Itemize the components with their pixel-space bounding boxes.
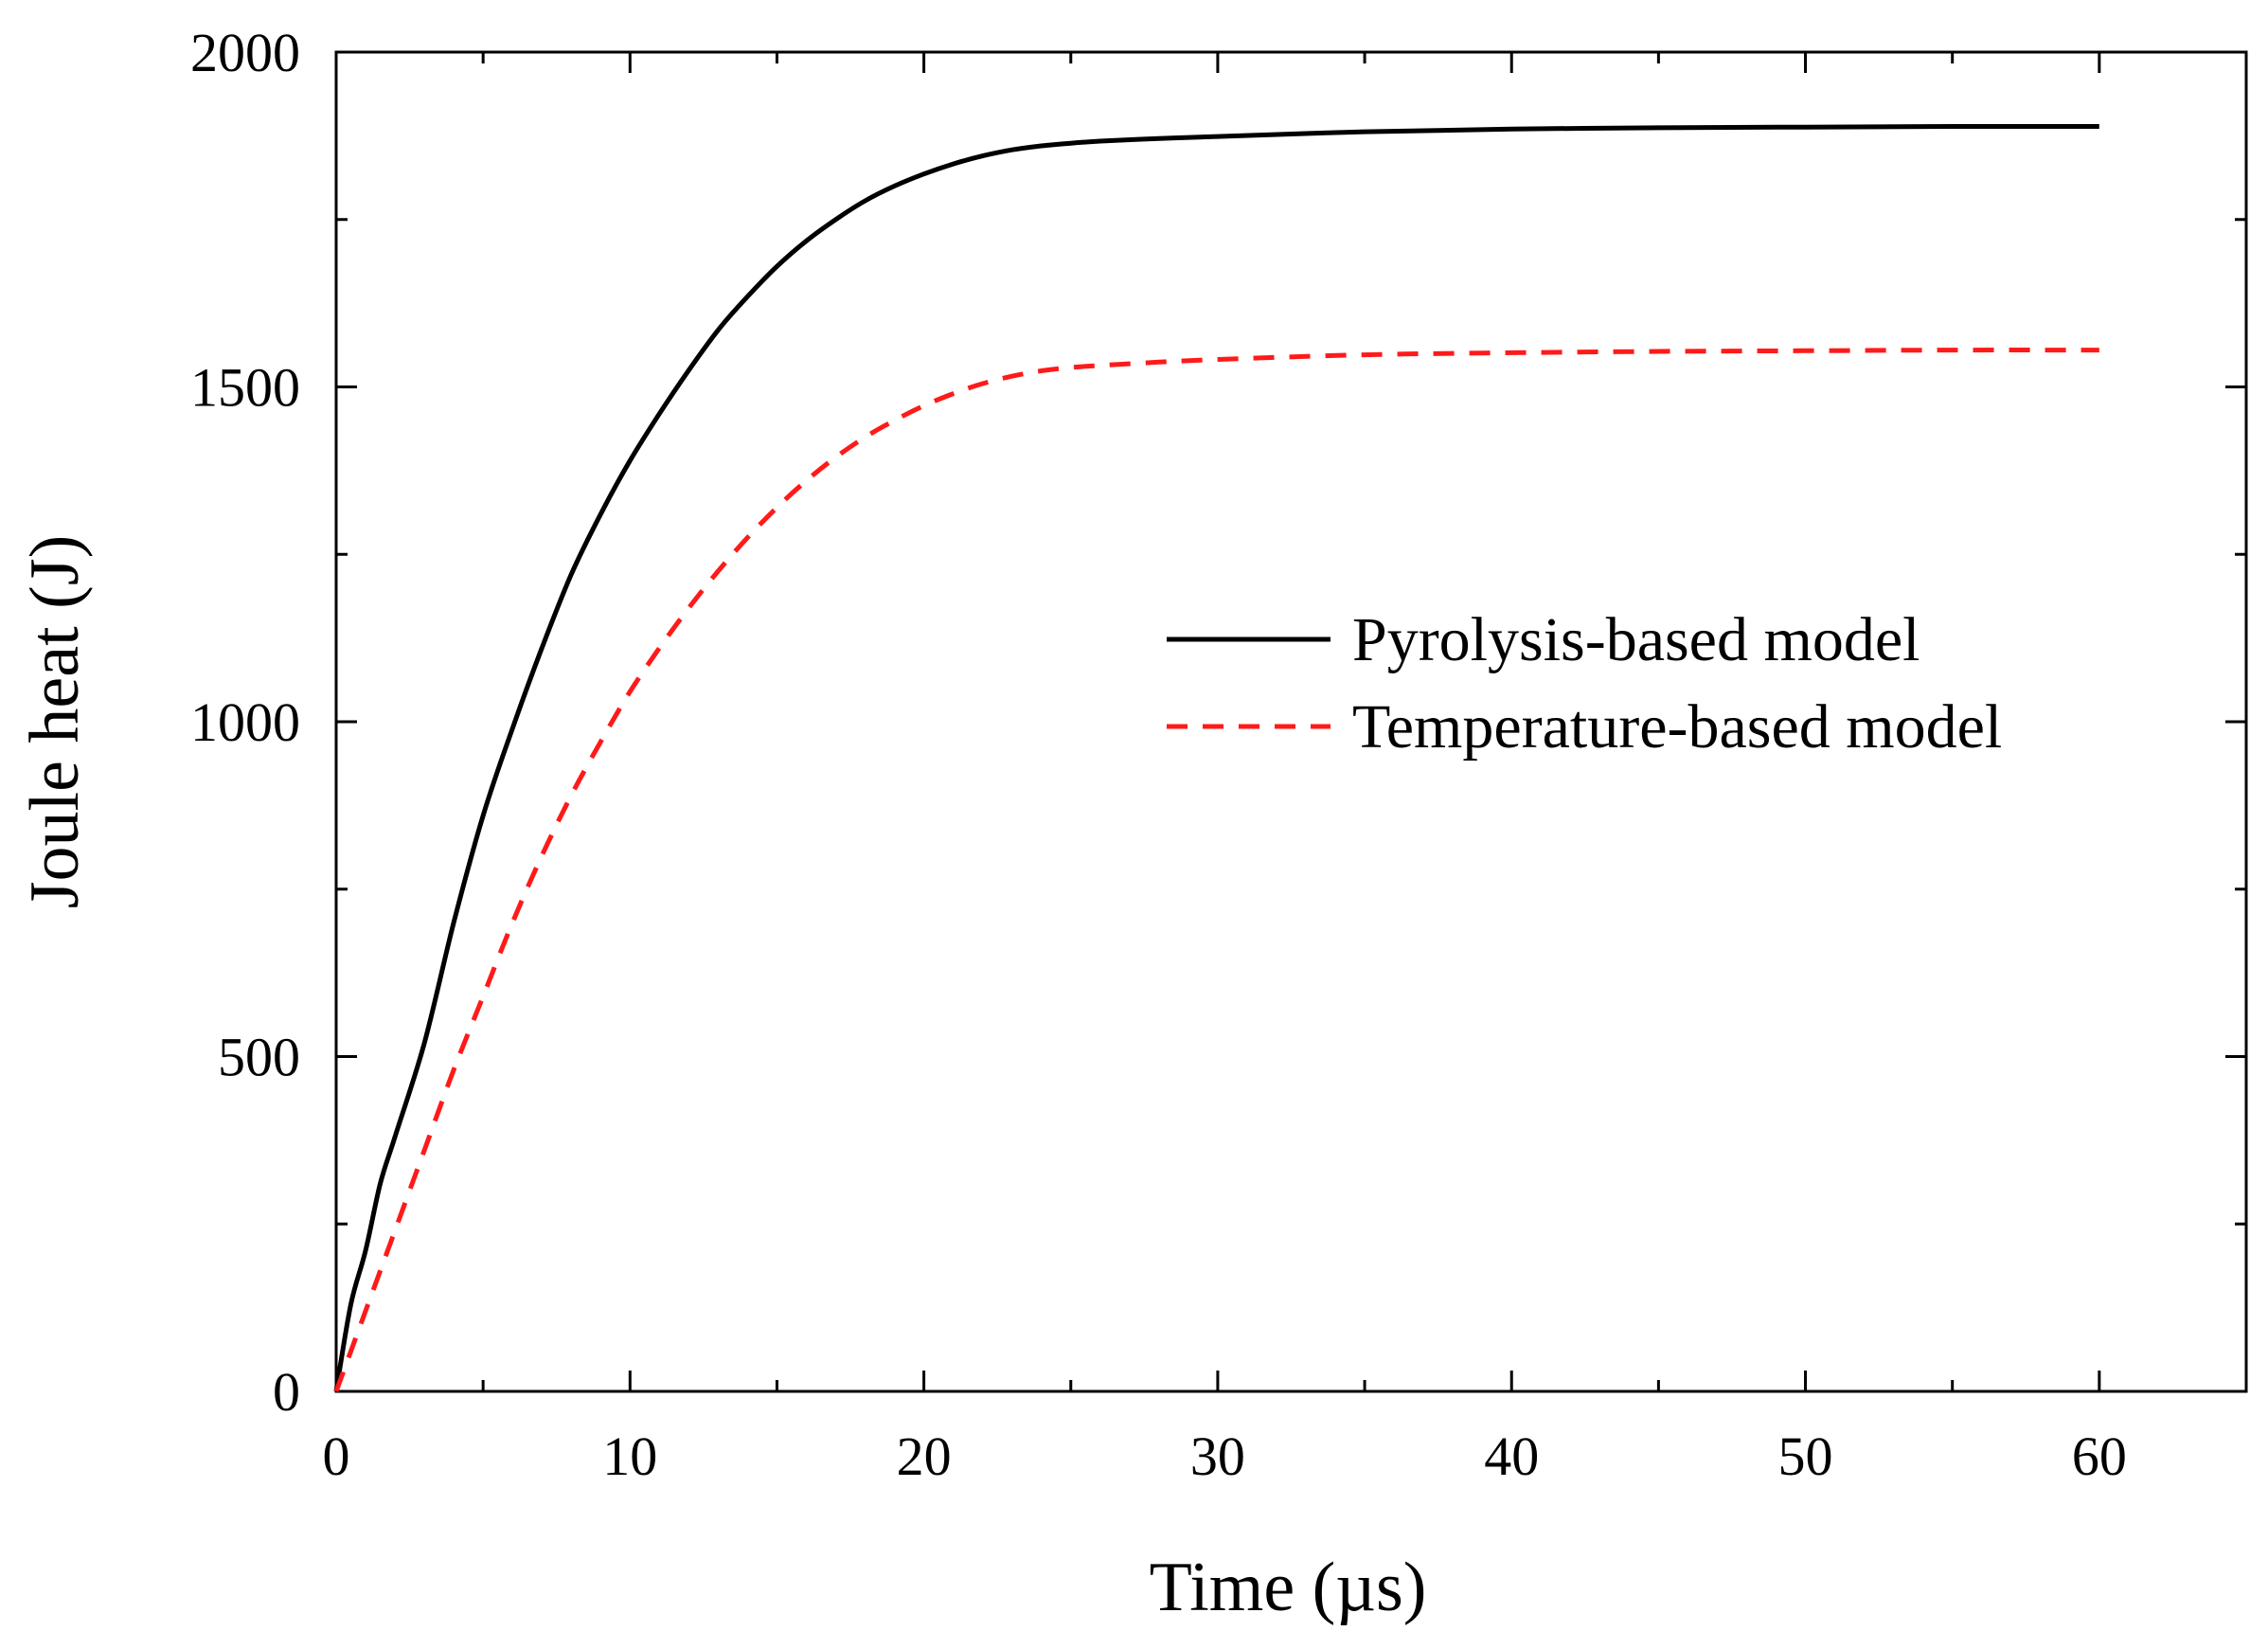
y-tick-label-500: 500 [218,1027,300,1088]
y-axis: 0 500 1000 1500 2000 [190,22,2246,1423]
x-tick-label-20: 20 [897,1425,952,1487]
x-tick-label-0: 0 [323,1425,350,1487]
y-tick-label-1000: 1000 [190,691,300,753]
series-layer [333,123,2099,1392]
x-tick-label-10: 10 [602,1425,657,1487]
series-line-pyrolysis [333,123,2099,1392]
y-tick-label-0: 0 [273,1361,300,1423]
series-line-temperature [333,348,2099,1392]
x-tick-label-40: 40 [1484,1425,1539,1487]
x-tick-label-30: 30 [1190,1425,1245,1487]
legend-label-temperature: Temperature-based model [1352,692,2002,762]
legend: Pyrolysis-based model Temperature-based … [1167,605,2002,762]
y-axis-title: Joule heat (J) [16,535,94,909]
legend-label-pyrolysis: Pyrolysis-based model [1352,605,1920,674]
x-axis: 0 10 20 30 40 50 60 [323,52,2127,1487]
x-axis-title: Time (µs) [1150,1549,1427,1626]
minor-ticks [336,52,2246,1391]
x-tick-label-60: 60 [2072,1425,2127,1487]
x-tick-label-50: 50 [1778,1425,1833,1487]
y-tick-label-2000: 2000 [190,22,300,83]
y-tick-label-1500: 1500 [190,357,300,419]
